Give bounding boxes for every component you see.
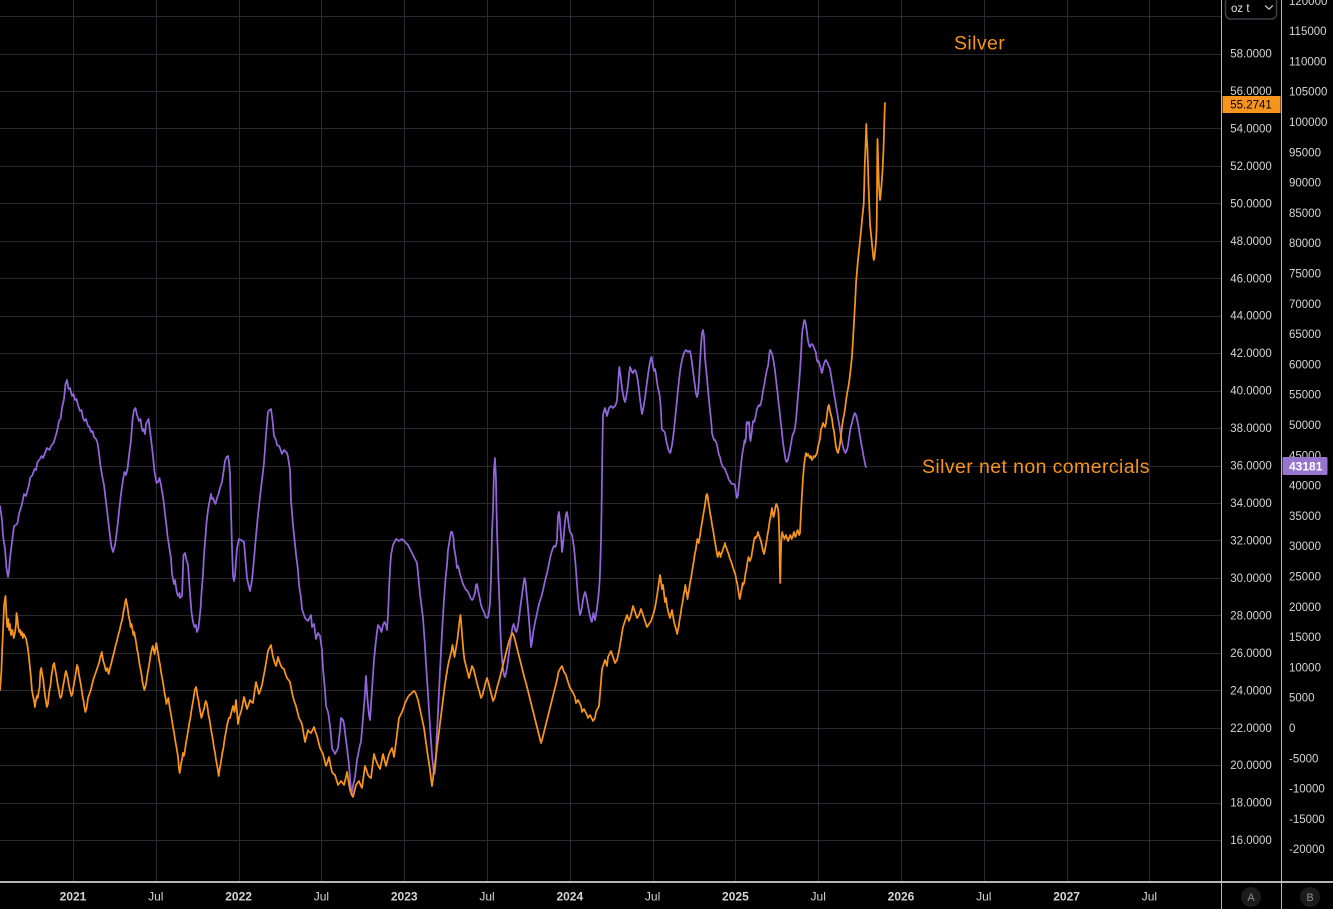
- svg-text:Silver: Silver: [954, 33, 1005, 55]
- svg-text:48.0000: 48.0000: [1230, 236, 1272, 248]
- svg-text:2026: 2026: [888, 890, 915, 904]
- svg-text:36.0000: 36.0000: [1230, 461, 1272, 473]
- svg-text:110000: 110000: [1289, 56, 1327, 68]
- svg-text:50.0000: 50.0000: [1230, 198, 1272, 210]
- svg-text:55.2741: 55.2741: [1230, 100, 1272, 112]
- svg-text:80000: 80000: [1289, 238, 1321, 250]
- svg-text:40000: 40000: [1289, 481, 1321, 493]
- svg-text:75000: 75000: [1289, 269, 1321, 281]
- svg-text:90000: 90000: [1289, 178, 1321, 190]
- svg-text:Jul: Jul: [976, 890, 991, 904]
- svg-text:28.0000: 28.0000: [1230, 610, 1272, 622]
- svg-text:-15000: -15000: [1289, 814, 1325, 826]
- svg-text:40.0000: 40.0000: [1230, 386, 1272, 398]
- svg-text:55000: 55000: [1289, 390, 1321, 402]
- svg-text:Jul: Jul: [314, 890, 329, 904]
- svg-text:B: B: [1306, 892, 1313, 904]
- svg-text:20000: 20000: [1289, 602, 1321, 614]
- svg-text:70000: 70000: [1289, 299, 1321, 311]
- svg-text:oz t: oz t: [1231, 3, 1250, 15]
- svg-text:18.0000: 18.0000: [1230, 798, 1272, 810]
- svg-text:5000: 5000: [1289, 693, 1315, 705]
- svg-text:24.0000: 24.0000: [1230, 685, 1272, 697]
- svg-text:Jul: Jul: [645, 890, 660, 904]
- svg-text:2021: 2021: [60, 890, 87, 904]
- svg-text:2024: 2024: [556, 890, 583, 904]
- svg-text:52.0000: 52.0000: [1230, 161, 1272, 173]
- svg-text:2027: 2027: [1053, 890, 1080, 904]
- svg-text:42.0000: 42.0000: [1230, 348, 1272, 360]
- svg-text:35000: 35000: [1289, 511, 1321, 523]
- svg-text:85000: 85000: [1289, 208, 1321, 220]
- svg-text:44.0000: 44.0000: [1230, 311, 1272, 323]
- svg-text:100000: 100000: [1289, 117, 1327, 129]
- svg-text:Jul: Jul: [811, 890, 826, 904]
- svg-text:2025: 2025: [722, 890, 749, 904]
- svg-text:-20000: -20000: [1289, 844, 1325, 856]
- svg-text:-10000: -10000: [1289, 784, 1325, 796]
- svg-text:115000: 115000: [1289, 26, 1327, 38]
- svg-text:105000: 105000: [1289, 87, 1327, 99]
- svg-text:25000: 25000: [1289, 572, 1321, 584]
- svg-text:A: A: [1247, 892, 1255, 904]
- svg-text:95000: 95000: [1289, 147, 1321, 159]
- svg-text:56.0000: 56.0000: [1230, 86, 1272, 98]
- svg-text:16.0000: 16.0000: [1230, 835, 1272, 847]
- svg-text:-5000: -5000: [1289, 753, 1318, 765]
- svg-text:65000: 65000: [1289, 329, 1321, 341]
- svg-text:34.0000: 34.0000: [1230, 498, 1272, 510]
- svg-text:26.0000: 26.0000: [1230, 648, 1272, 660]
- svg-text:43181: 43181: [1289, 460, 1323, 474]
- svg-text:54.0000: 54.0000: [1230, 123, 1272, 135]
- svg-text:20.0000: 20.0000: [1230, 760, 1272, 772]
- svg-text:15000: 15000: [1289, 632, 1321, 644]
- svg-text:50000: 50000: [1289, 420, 1321, 432]
- svg-text:Jul: Jul: [479, 890, 494, 904]
- svg-text:120000: 120000: [1289, 0, 1327, 8]
- svg-text:46.0000: 46.0000: [1230, 273, 1272, 285]
- svg-text:Jul: Jul: [148, 890, 163, 904]
- svg-text:Silver net non comercials: Silver net non comercials: [922, 456, 1150, 478]
- svg-text:38.0000: 38.0000: [1230, 423, 1272, 435]
- svg-text:Jul: Jul: [1142, 890, 1157, 904]
- svg-text:30000: 30000: [1289, 541, 1321, 553]
- svg-text:0: 0: [1289, 723, 1295, 735]
- svg-text:60000: 60000: [1289, 359, 1321, 371]
- svg-text:30.0000: 30.0000: [1230, 573, 1272, 585]
- svg-text:58.0000: 58.0000: [1230, 49, 1272, 61]
- svg-text:22.0000: 22.0000: [1230, 723, 1272, 735]
- svg-text:2022: 2022: [225, 890, 252, 904]
- svg-text:32.0000: 32.0000: [1230, 536, 1272, 548]
- svg-text:2023: 2023: [391, 890, 418, 904]
- svg-text:10000: 10000: [1289, 662, 1321, 674]
